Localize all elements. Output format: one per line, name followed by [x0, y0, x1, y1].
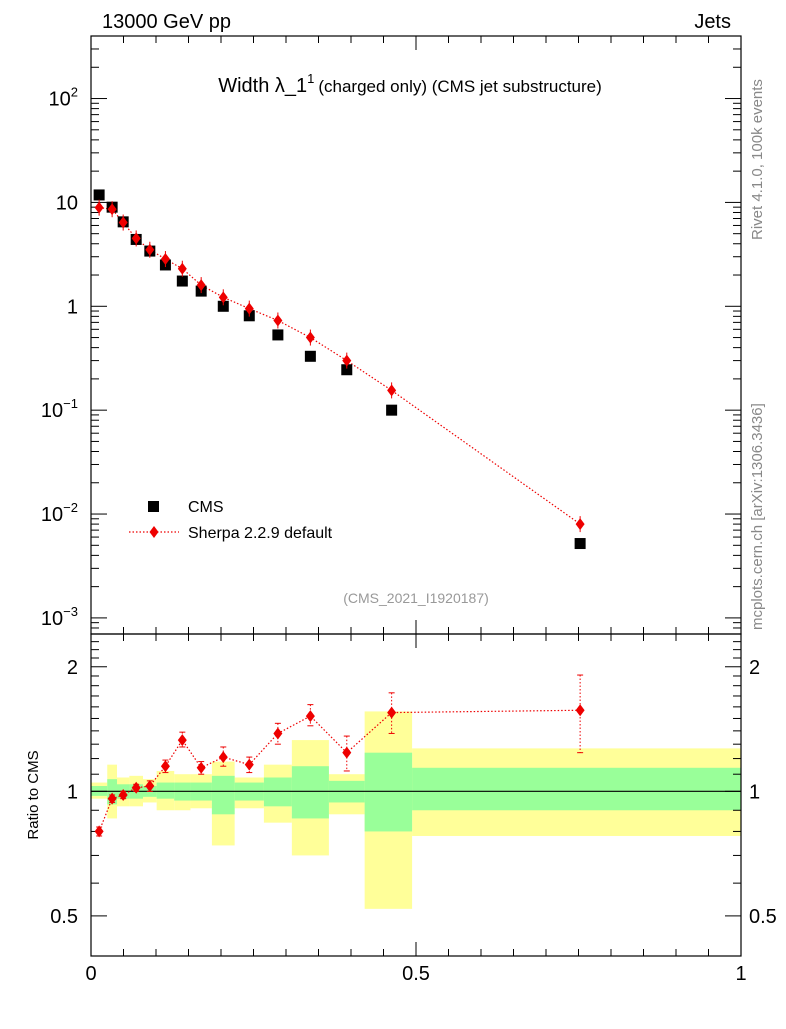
title-main: Width λ_1	[218, 75, 307, 97]
main-y-tick-label: 10−2	[41, 500, 78, 526]
tick-base: 10	[41, 608, 63, 630]
sherpa-point	[94, 201, 104, 214]
uncertainty-band-inner	[291, 766, 329, 819]
legend-cms-label: CMS	[188, 499, 224, 516]
sherpa-point	[196, 279, 206, 292]
ratio-sherpa-point	[387, 706, 397, 719]
tick-base: 10	[41, 400, 63, 422]
sherpa-curve	[99, 207, 581, 525]
main-frame	[90, 35, 742, 635]
sherpa-point	[342, 354, 352, 367]
x-tick-label: 1	[735, 963, 746, 985]
uncertainty-band-inner	[364, 752, 413, 832]
ratio-sherpa-point	[131, 781, 141, 794]
ratio-y-tick-label-left: 1	[67, 781, 78, 803]
cms-point	[272, 329, 284, 341]
legend-cms-marker	[148, 501, 159, 512]
cms-point	[386, 404, 398, 416]
ratio-y-tick-label-left: 2	[67, 657, 78, 679]
legend-sherpa-marker	[149, 526, 159, 538]
x-tick-label: 0	[85, 963, 96, 985]
main-y-tick-label: 10	[56, 192, 78, 214]
ratio-sherpa-point	[107, 792, 117, 805]
sherpa-point	[387, 384, 397, 397]
sherpa-point	[160, 253, 170, 266]
tick-exponent: −3	[63, 604, 78, 619]
main-plot-title: Width λ_11 (charged only) (CMS jet substr…	[218, 71, 602, 97]
legend: CMS Sherpa 2.2.9 default	[129, 499, 333, 542]
ratio-sherpa-point	[118, 788, 128, 801]
sherpa-point	[244, 302, 254, 315]
tick-exponent: −2	[63, 500, 78, 515]
ratio-sherpa-point	[160, 760, 170, 773]
cms-point	[574, 538, 586, 550]
ratio-y-tick-label-right: 2	[749, 657, 760, 679]
ratio-y-tick-label-left: 0.5	[50, 906, 78, 928]
ratio-sherpa-point	[342, 746, 352, 759]
ratio-sherpa-point	[218, 751, 228, 764]
ratio-sherpa-point	[575, 704, 585, 717]
tick-exponent: 2	[71, 85, 78, 100]
ratio-sherpa-point	[177, 734, 187, 747]
title-rest: (charged only) (CMS jet substructure)	[318, 77, 601, 96]
main-y-tick-label: 10−1	[41, 396, 78, 422]
legend-sherpa-label: Sherpa 2.2.9 default	[188, 525, 333, 542]
main-y-tick-label: 10−3	[41, 604, 78, 630]
cms-point	[341, 364, 353, 376]
rivet-version-label: Rivet 4.1.0, 100k events	[749, 79, 766, 240]
cms-point	[93, 189, 105, 201]
ratio-sherpa-point	[273, 727, 283, 740]
ratio-y-tick-label-right: 0.5	[749, 906, 777, 928]
uncertainty-band-inner	[211, 775, 235, 815]
sherpa-point	[273, 314, 283, 327]
sherpa-point	[131, 232, 141, 245]
ratio-sherpa-point	[196, 761, 206, 774]
main-y-tick-label: 1	[67, 296, 78, 318]
cms-point	[217, 300, 229, 312]
title-superscript: 1	[307, 71, 314, 86]
sherpa-point	[575, 518, 585, 531]
sherpa-point	[305, 331, 315, 344]
header-right-label: Jets	[694, 11, 731, 33]
x-tick-label: 0.5	[402, 963, 430, 985]
ratio-sherpa-point	[305, 710, 315, 723]
tick-base: 10	[49, 89, 71, 111]
cms-point	[176, 275, 188, 287]
tick-exponent: −1	[63, 396, 78, 411]
tick-base: 10	[41, 504, 63, 526]
ratio-sherpa-point	[244, 758, 254, 771]
tick-base: 1	[67, 296, 78, 318]
tick-base: 10	[56, 192, 78, 214]
mcplots-label: mcplots.cern.ch [arXiv:1306.3436]	[749, 403, 766, 630]
sherpa-point	[107, 203, 117, 216]
uncertainty-band-inner	[156, 782, 175, 799]
ratio-y-tick-label-right: 1	[749, 781, 760, 803]
analysis-watermark: (CMS_2021_I1920187)	[343, 590, 489, 606]
ratio-panel: 0.5 0.5 1 1 2 2 0 0.5 1	[50, 633, 777, 985]
sherpa-point	[118, 216, 128, 229]
ratio-sherpa-point	[145, 780, 155, 793]
ratio-y-axis-label: Ratio to CMS	[25, 750, 42, 839]
ratio-sherpa-point	[94, 825, 104, 838]
sherpa-point	[177, 262, 187, 275]
cms-point	[304, 350, 316, 362]
sherpa-point	[145, 243, 155, 256]
sherpa-point	[218, 291, 228, 304]
uncertainty-band-inner	[412, 767, 741, 811]
header-left-label: 13000 GeV pp	[102, 11, 231, 33]
main-y-tick-label: 102	[49, 85, 78, 111]
